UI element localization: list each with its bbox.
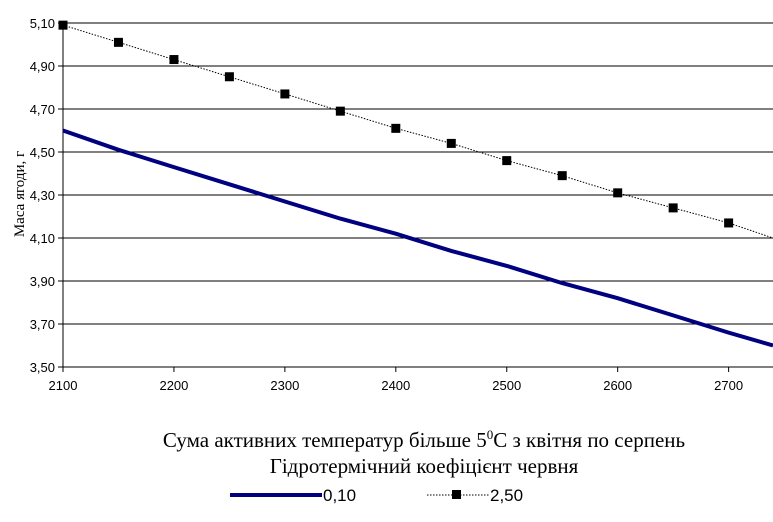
y-tick-labels: 5,10 4,90 4,70 4,50 4,30 4,10 3,90 3,70 3,50 <box>30 16 55 375</box>
series-line-1 <box>62 128 773 348</box>
series-2-point-8 <box>502 156 512 166</box>
x-axis-label-superscript: 0 <box>487 427 494 442</box>
series-2-point-10 <box>613 188 623 198</box>
series-group <box>58 20 773 348</box>
series-2-point-12 <box>724 218 734 228</box>
y-tick-label-6: 3,90 <box>30 274 55 289</box>
x-tick-label-6: 2700 <box>714 378 743 393</box>
y-tick-label-5: 4,10 <box>30 231 55 246</box>
legend-label-series-1: 0,10 <box>323 486 356 505</box>
series-2-point-9 <box>557 171 567 181</box>
y-tick-label-0: 5,10 <box>30 16 55 31</box>
y-tick-label-3: 4,50 <box>30 145 55 160</box>
x-tick-label-3: 2400 <box>381 378 410 393</box>
series-line-2 <box>62 24 773 239</box>
x-axis-label-rest: С з квітня по серпень <box>493 428 685 452</box>
x-axis-label-main: Сума активних температур більше 5 <box>163 428 487 452</box>
y-axis-label: Маса ягоди, г <box>12 151 28 237</box>
x-tick-label-1: 2200 <box>159 378 188 393</box>
y-tick-label-4: 4,30 <box>30 188 55 203</box>
legend-title: Гідротермічний коефіцієнт червня <box>270 454 579 478</box>
series-2-point-7 <box>446 138 456 148</box>
series-2-point-1 <box>113 37 123 47</box>
series-2-point-2 <box>169 55 179 65</box>
y-tick-label-1: 4,90 <box>30 59 55 74</box>
y-tick-label-7: 3,70 <box>30 317 55 332</box>
legend-marker-series-2 <box>452 490 461 499</box>
series-2-point-3 <box>224 72 234 82</box>
x-tick-label-5: 2600 <box>603 378 632 393</box>
legend: 0,10 2,50 <box>230 486 523 505</box>
legend-label-series-2: 2,50 <box>490 486 523 505</box>
series-2-point-6 <box>391 123 401 133</box>
x-tick-labels: 2100 2200 2300 2400 2500 2600 2700 <box>49 378 744 393</box>
y-tick-label-8: 3,50 <box>30 360 55 375</box>
series-2-point-11 <box>668 203 678 213</box>
series-2-point-0 <box>58 20 68 30</box>
series-2-point-5 <box>335 106 345 116</box>
axes <box>58 22 773 372</box>
x-tick-label-2: 2300 <box>270 378 299 393</box>
y-tick-label-2: 4,70 <box>30 102 55 117</box>
series-2-point-4 <box>280 89 290 99</box>
x-axis-label: Сума активних температур більше 50С з кв… <box>163 427 685 452</box>
x-tick-label-0: 2100 <box>49 378 78 393</box>
x-tick-label-4: 2500 <box>492 378 521 393</box>
